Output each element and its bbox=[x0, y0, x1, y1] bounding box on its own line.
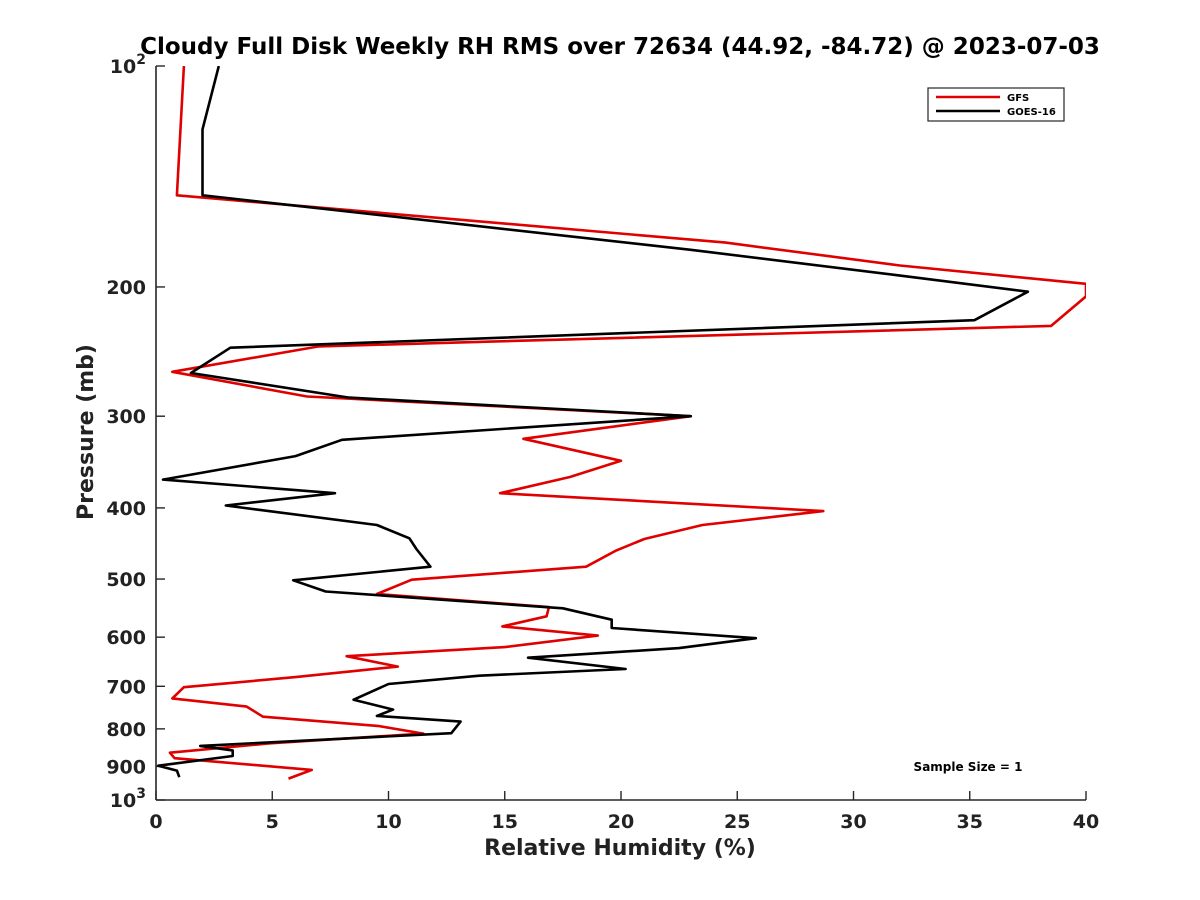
x-tick-label: 40 bbox=[1073, 811, 1099, 833]
y-tick-label: 200 bbox=[106, 277, 146, 299]
plot-lines bbox=[157, 66, 1086, 780]
y-tick-label: 300 bbox=[106, 406, 146, 428]
x-tick-label: 15 bbox=[492, 811, 518, 833]
series-line-gfs bbox=[168, 66, 1086, 780]
y-tick-label: 400 bbox=[106, 498, 146, 520]
legend-box bbox=[927, 87, 1065, 122]
x-tick-label: 25 bbox=[724, 811, 750, 833]
legend-label: GFS bbox=[1007, 93, 1029, 104]
y-tick-label: 102 bbox=[110, 52, 146, 78]
y-tick-label: 103 bbox=[110, 786, 146, 812]
x-tick-label: 20 bbox=[608, 811, 634, 833]
x-tick-label: 5 bbox=[266, 811, 279, 833]
series-line-goes-16 bbox=[157, 66, 1030, 778]
chart-title: Cloudy Full Disk Weekly RH RMS over 7263… bbox=[140, 34, 1100, 60]
x-tick-label: 35 bbox=[957, 811, 983, 833]
legend: GFS GOES-16 bbox=[927, 87, 1065, 122]
y-tick-label: 500 bbox=[106, 569, 146, 591]
sample-size-annotation: Sample Size = 1 bbox=[914, 760, 1023, 774]
axes: 0 5 10 15 20 25 30 35 40102200300400500600700800… bbox=[106, 52, 1099, 833]
y-tick-label: 600 bbox=[106, 627, 146, 649]
y-tick-label-base: 10 bbox=[110, 56, 136, 78]
x-axis-label: Relative Humidity (%) bbox=[484, 836, 756, 861]
legend-label: GOES-16 bbox=[1007, 107, 1056, 118]
y-tick-label: 700 bbox=[106, 676, 146, 698]
x-tick-label: 30 bbox=[840, 811, 866, 833]
x-tick-label: 10 bbox=[375, 811, 401, 833]
y-tick-label-exponent: 2 bbox=[136, 52, 146, 68]
y-tick-label-base: 10 bbox=[110, 790, 136, 812]
x-tick-label: 0 bbox=[149, 811, 162, 833]
y-tick-label: 900 bbox=[106, 756, 146, 778]
y-axis-label: Pressure (mb) bbox=[74, 344, 99, 520]
y-tick-label-exponent: 3 bbox=[136, 786, 146, 802]
y-tick-label: 800 bbox=[106, 719, 146, 741]
